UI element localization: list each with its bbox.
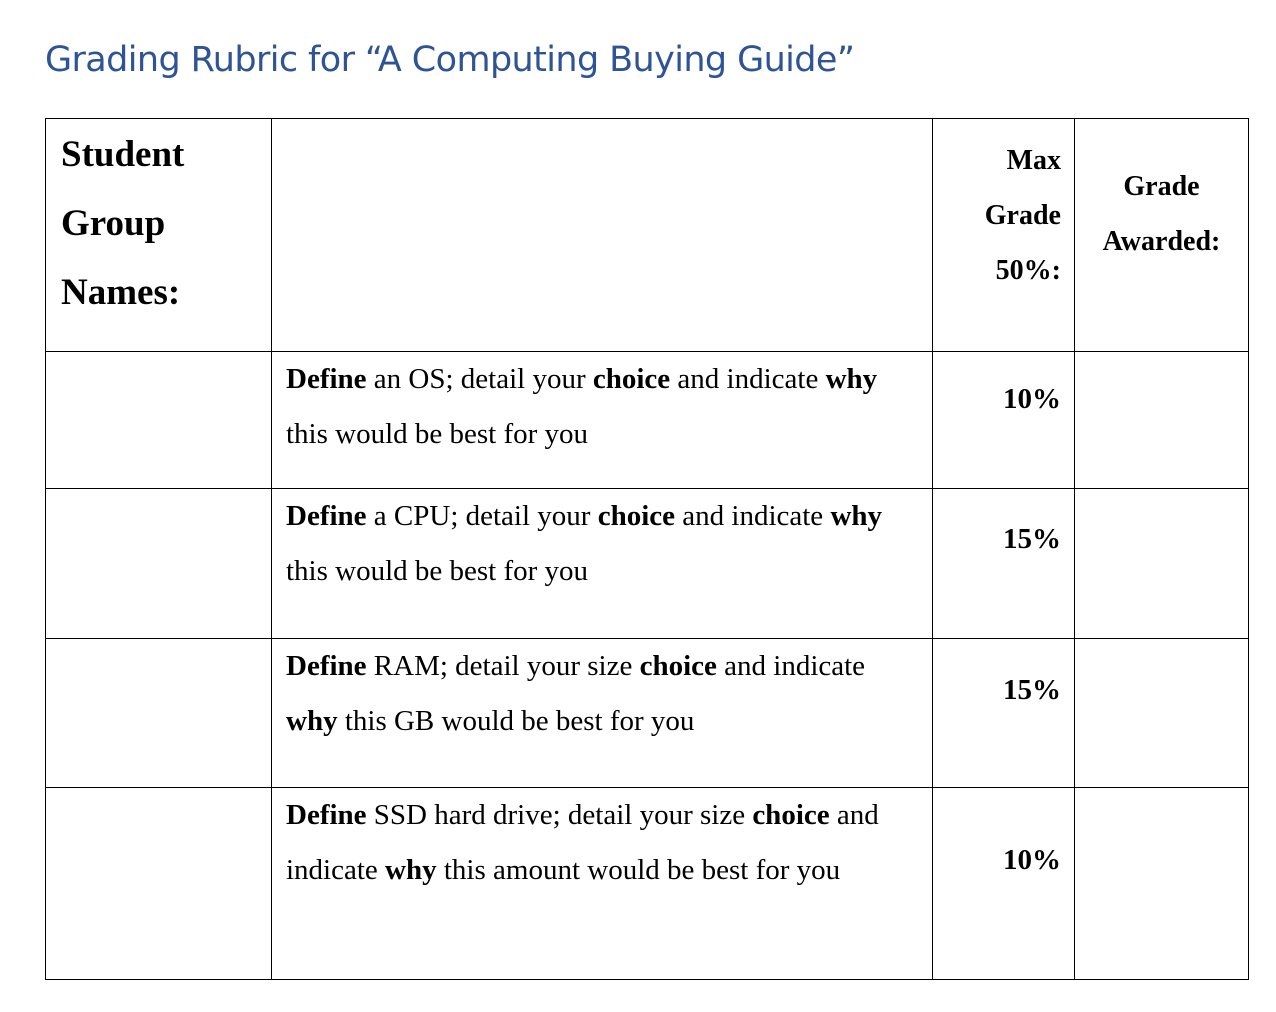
criterion-keyword: choice (592, 363, 671, 395)
document-title: Grading Rubric for “A Computing Buying G… (45, 40, 855, 80)
grade-awarded-cell[interactable] (1074, 351, 1249, 489)
student-group-names-header: Student Group Names: (45, 118, 272, 352)
criterion-text: this would be best for you (286, 418, 589, 450)
criterion-cell: Define RAM; detail your size choice and … (271, 638, 933, 788)
header-text-line: Names: (61, 272, 181, 313)
max-percent-cell: 10% (932, 351, 1075, 489)
header-text-line: Grade (1123, 171, 1200, 202)
criterion-text: this GB would be best for you (337, 705, 695, 737)
criterion-text: RAM; detail your size (366, 650, 640, 682)
criterion-text: and indicate (716, 650, 866, 682)
grade-awarded-cell[interactable] (1074, 638, 1249, 788)
criterion-text: and indicate (670, 363, 826, 395)
criterion-cell: Define SSD hard drive; detail your size … (271, 787, 933, 980)
criterion-keyword: why (830, 500, 883, 532)
max-percent-cell: 10% (932, 787, 1075, 980)
rubric-row: Define RAM; detail your size choice and … (45, 638, 1249, 788)
criterion-text: SSD hard drive; detail your size (366, 799, 753, 831)
criterion-cell: Define a CPU; detail your choice and ind… (271, 488, 933, 639)
criterion-text: a CPU; detail your (366, 500, 598, 532)
criterion-keyword: choice (597, 500, 676, 532)
criterion-keyword: Define (286, 363, 367, 395)
student-names-cell[interactable] (45, 351, 272, 489)
criterion-text: and indicate (286, 799, 879, 886)
student-names-cell[interactable] (45, 488, 272, 639)
criterion-cell: Define an OS; detail your choice and ind… (271, 351, 933, 489)
criterion-keyword: Define (286, 799, 367, 831)
criterion-keyword: why (825, 363, 878, 395)
criterion-keyword: why (286, 705, 338, 737)
grade-awarded-header: Grade Awarded: (1074, 118, 1249, 352)
max-percent: 15% (1003, 523, 1061, 555)
student-names-cell[interactable] (45, 787, 272, 980)
criteria-header-cell (271, 118, 933, 352)
max-grade-header: Max Grade 50%: (932, 118, 1075, 352)
header-row: Student Group Names: Max Grade 50%: Grad… (45, 118, 1249, 352)
header-text-line: Awarded: (1102, 226, 1221, 257)
criterion-text: an OS; detail your (366, 363, 593, 395)
grade-awarded-cell[interactable] (1074, 488, 1249, 639)
max-percent: 15% (1003, 674, 1061, 706)
max-percent: 10% (1003, 383, 1061, 415)
max-percent-cell: 15% (932, 488, 1075, 639)
criterion-keyword: Define (286, 500, 367, 532)
header-text-line: Student (61, 134, 185, 175)
max-percent-cell: 15% (932, 638, 1075, 788)
criterion-text: this amount would be best for you (436, 854, 841, 886)
criterion-keyword: why (385, 854, 437, 886)
criterion-text: this would be best for you (286, 555, 589, 587)
grade-awarded-cell[interactable] (1074, 787, 1249, 980)
rubric-row: Define SSD hard drive; detail your size … (45, 787, 1249, 980)
rubric-row: Define a CPU; detail your choice and ind… (45, 488, 1249, 639)
header-text-line: Max (1006, 145, 1061, 176)
rubric-table: Student Group Names: Max Grade 50%: Grad… (45, 118, 1249, 980)
max-percent: 10% (1003, 844, 1061, 876)
criterion-keyword: Define (286, 650, 367, 682)
criterion-keyword: choice (752, 799, 830, 831)
student-names-cell[interactable] (45, 638, 272, 788)
rubric-row: Define an OS; detail your choice and ind… (45, 351, 1249, 489)
header-text-line: 50%: (995, 255, 1061, 286)
criterion-text: and indicate (675, 500, 831, 532)
criterion-keyword: choice (639, 650, 717, 682)
header-text-line: Group (61, 203, 166, 244)
header-text-line: Grade (984, 200, 1061, 231)
